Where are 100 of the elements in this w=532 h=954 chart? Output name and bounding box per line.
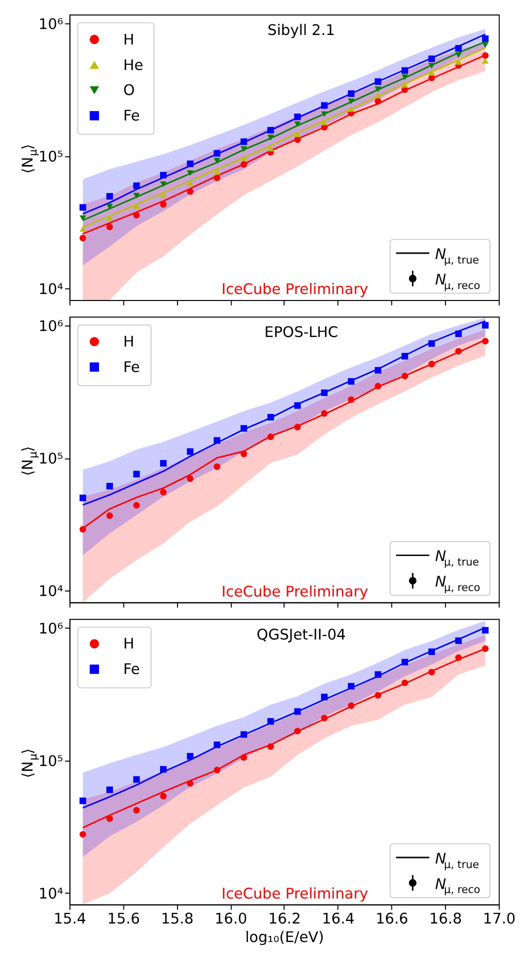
point: [455, 348, 462, 355]
point: [133, 212, 140, 218]
x-tick-label: 15.4: [54, 910, 86, 928]
annotation: IceCube Preliminary: [221, 886, 368, 903]
point: [186, 180, 194, 186]
point: [321, 119, 328, 126]
point: [267, 126, 274, 134]
point: [106, 482, 113, 490]
point: [240, 754, 248, 761]
point: [428, 668, 435, 676]
point: [482, 35, 489, 42]
point: [402, 352, 408, 360]
y-tick-label: 10⁵: [38, 148, 64, 166]
point: [160, 460, 167, 467]
point: [374, 78, 382, 85]
point: [240, 425, 248, 432]
x-tick-label: 16.4: [322, 910, 355, 928]
y-axis-title: ⟨Nμ⟩: [19, 446, 40, 476]
point: [160, 792, 167, 800]
point: [294, 708, 301, 715]
point: [106, 512, 113, 519]
point: [428, 74, 435, 82]
point: [106, 224, 113, 230]
y-tick-label: 10⁵: [38, 450, 64, 468]
point: [133, 806, 140, 814]
point: [267, 134, 274, 140]
point: [80, 215, 86, 222]
x-tick-label: 16.2: [268, 910, 301, 928]
point: [186, 780, 194, 787]
point: [402, 372, 408, 380]
point: [133, 470, 140, 478]
point: [455, 59, 462, 65]
point: [80, 234, 86, 242]
point: [348, 682, 354, 690]
point: [374, 86, 382, 92]
point: [348, 90, 354, 97]
legend-label: O: [123, 82, 135, 100]
point: [106, 193, 113, 200]
point: [374, 367, 382, 374]
x-tick-label: 16.0: [214, 910, 248, 928]
x-tick-label: 16.6: [376, 910, 408, 928]
point: [240, 731, 248, 738]
point: [186, 160, 194, 168]
point: [267, 718, 274, 725]
point: [106, 815, 113, 822]
point: [80, 798, 86, 804]
legend-label: Fe: [123, 108, 140, 125]
point: [160, 488, 167, 496]
y-tick-label: 10⁵: [38, 752, 64, 770]
y-tick-label: 10⁴: [38, 885, 64, 902]
legend-label: H: [123, 334, 134, 351]
point: [428, 62, 435, 69]
point: [80, 494, 86, 502]
point: [348, 106, 354, 112]
y-tick-label: 10⁴: [38, 583, 64, 600]
point: [294, 136, 301, 143]
point: [321, 102, 328, 109]
point: [428, 340, 435, 347]
point: [374, 92, 382, 98]
point: [160, 172, 167, 178]
point: [294, 402, 301, 409]
y-tick-label: 10⁶: [38, 318, 64, 336]
point: [348, 98, 354, 104]
point: [240, 138, 248, 145]
point: [106, 204, 113, 210]
point: [240, 161, 248, 168]
point: [402, 74, 408, 80]
point: [455, 52, 462, 58]
point: [294, 424, 301, 430]
point: [294, 121, 301, 128]
point: [186, 188, 194, 195]
point: [160, 181, 167, 188]
text: EPOS-LHC: [264, 324, 338, 342]
text: Sibyll 2.1: [268, 22, 335, 40]
point: [214, 174, 220, 182]
point: [80, 831, 86, 838]
point: [240, 450, 248, 458]
point: [267, 414, 274, 421]
point: [80, 226, 86, 232]
point: [374, 98, 382, 105]
point: [321, 714, 328, 722]
point: [374, 671, 382, 678]
text: QGSJet-II-04: [256, 626, 346, 644]
point: [294, 728, 301, 734]
point: [160, 201, 167, 208]
point: [374, 382, 382, 390]
y-axis-title: ⟨Nμ⟩: [19, 748, 40, 778]
point: [133, 502, 140, 509]
point: [428, 648, 435, 656]
point: [133, 192, 140, 199]
legend-label: H: [123, 636, 134, 653]
point: [160, 766, 167, 773]
point: [294, 131, 301, 138]
point: [402, 658, 408, 666]
point: [321, 694, 328, 700]
y-tick-label: 10⁴: [38, 281, 64, 298]
point: [374, 692, 382, 699]
point: [186, 752, 194, 760]
point: [428, 70, 435, 76]
annotation: IceCube Preliminary: [221, 281, 368, 298]
